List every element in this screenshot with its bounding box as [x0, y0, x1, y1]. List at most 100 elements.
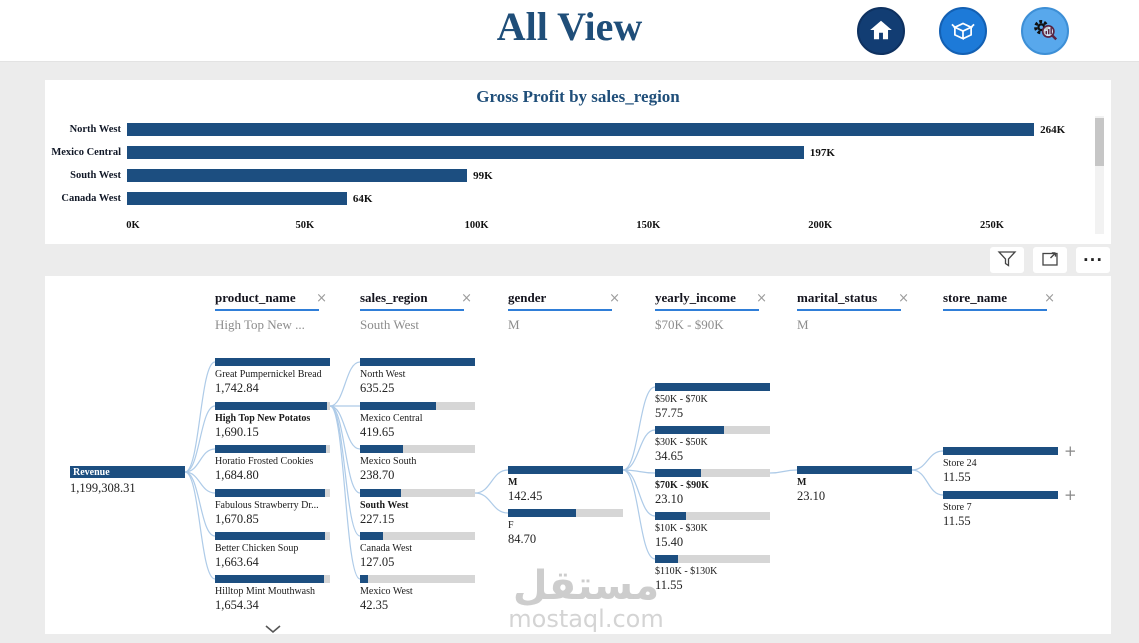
tree-field-header-gender: gender × M [508, 290, 620, 333]
tree-field-label: store_name [943, 290, 1008, 305]
node-bar [360, 445, 475, 453]
node-value: 635.25 [360, 381, 395, 395]
expand-node-icon[interactable]: + [1064, 486, 1077, 504]
node-bar [943, 491, 1058, 499]
node-label: Hilltop Mint Mouthwash [215, 586, 316, 597]
close-field-icon[interactable]: × [461, 290, 472, 306]
watermark-arabic: مستقل [512, 563, 660, 609]
chart-bar[interactable] [127, 169, 468, 182]
node-bar [360, 575, 475, 583]
node-value: 11.55 [943, 470, 971, 484]
node-bar [943, 447, 1058, 455]
tree-node[interactable]: Store 24 11.55 + [943, 442, 1077, 485]
close-field-icon[interactable]: × [609, 290, 620, 306]
x-axis-tick: 50K [295, 220, 315, 231]
tree-node[interactable]: South West 227.15 [360, 489, 475, 527]
tree-node[interactable]: Horatio Frosted Cookies 1,684.80 [215, 445, 330, 483]
more-options-icon: ··· [1082, 251, 1104, 269]
tree-node[interactable]: M 142.45 [508, 466, 623, 504]
chart-category-label: South West [70, 170, 121, 181]
chart-bar[interactable] [127, 146, 804, 159]
node-bar [360, 489, 475, 497]
show-more-chevron[interactable] [263, 622, 283, 634]
chart-value-label: 197K [809, 146, 835, 159]
tree-root-node[interactable]: Revenue 1,199,308.31 [70, 466, 185, 496]
chart-bar[interactable] [127, 192, 347, 205]
node-bar [360, 358, 475, 366]
chart-plot-area: North West 264K Mexico Central 197K South We… [45, 118, 1111, 210]
tree-node[interactable]: North West 635.25 [360, 358, 475, 396]
node-label: North West [360, 369, 406, 380]
close-field-icon[interactable]: × [898, 290, 909, 306]
tree-field-header-yearly_income: yearly_income × $70K - $90K [655, 290, 767, 333]
tree-node[interactable]: M 23.10 [797, 466, 912, 504]
tree-node[interactable]: Better Chicken Soup 1,663.64 [215, 532, 330, 570]
tree-node[interactable]: $10K - $30K 15.40 [655, 512, 770, 550]
tree-node[interactable]: Hilltop Mint Mouthwash 1,654.34 [215, 575, 330, 613]
tree-node[interactable]: Great Pumpernickel Bread 1,742.84 [215, 358, 330, 396]
tree-field-selected-value: South West [360, 317, 420, 332]
chart-x-axis: 0K 50K 100K 150K 200K 250K [45, 220, 1111, 234]
node-bar [508, 509, 623, 517]
close-field-icon[interactable]: × [1044, 290, 1055, 306]
tree-node[interactable]: High Top New Potatos 1,690.15 [215, 402, 330, 440]
tree-node[interactable]: Canada West 127.05 [360, 532, 475, 570]
node-value: 34.65 [655, 449, 684, 463]
close-field-icon[interactable]: × [756, 290, 767, 306]
tree-node[interactable]: $70K - $90K 23.10 [655, 469, 770, 507]
analytics-button[interactable] [1021, 7, 1069, 55]
tree-node[interactable]: F 84.70 [508, 509, 623, 547]
node-bar [655, 469, 770, 477]
tree-node[interactable]: $50K - $70K 57.75 [655, 383, 770, 421]
field-underline [508, 309, 612, 311]
node-label: Fabulous Strawberry Dr... [215, 500, 319, 511]
tree-node[interactable]: $110K - $130K 11.55 [655, 555, 770, 593]
node-bar [215, 445, 330, 453]
tree-node[interactable]: Fabulous Strawberry Dr... 1,670.85 [215, 489, 330, 527]
page-title: All View [496, 4, 643, 49]
scrollbar-thumb[interactable] [1095, 118, 1104, 166]
chart-category-label: Mexico Central [51, 147, 121, 158]
node-value: 142.45 [508, 489, 543, 503]
header-nav-icons [857, 2, 1069, 60]
node-bar [797, 466, 912, 474]
chart-bar[interactable] [127, 123, 1035, 136]
field-underline [655, 309, 759, 311]
x-axis-tick: 200K [808, 220, 833, 231]
node-value: 419.65 [360, 425, 395, 439]
tree-node[interactable]: Store 7 11.55 + [943, 486, 1077, 529]
tree-field-label: marital_status [797, 290, 878, 305]
node-value: 84.70 [508, 532, 537, 546]
home-icon [868, 17, 894, 46]
x-axis-tick: 250K [980, 220, 1004, 231]
focus-mode-button[interactable] [1033, 247, 1067, 273]
tree-node[interactable]: $30K - $50K 34.65 [655, 426, 770, 464]
node-label: Better Chicken Soup [215, 543, 299, 554]
node-label: $30K - $50K [655, 437, 708, 448]
tree-node[interactable]: Mexico Central 419.65 [360, 402, 475, 440]
tree-node[interactable]: Mexico South 238.70 [360, 445, 475, 483]
watermark-latin: mostaql.com [508, 605, 664, 633]
node-bar [215, 358, 330, 366]
node-value: 238.70 [360, 468, 395, 482]
x-axis-tick: 150K [636, 220, 661, 231]
field-underline [943, 309, 1047, 311]
chart-scrollbar[interactable] [1095, 116, 1104, 234]
filter-button[interactable] [990, 247, 1024, 273]
node-label: South West [360, 500, 409, 511]
expand-node-icon[interactable]: + [1064, 442, 1077, 460]
chart-value-label: 264K [1040, 123, 1066, 136]
gear-search-icon [1031, 16, 1059, 47]
more-options-button[interactable]: ··· [1076, 247, 1110, 273]
node-bar [360, 532, 475, 540]
tree-node[interactable]: Mexico West 42.35 [360, 575, 475, 613]
field-underline [360, 309, 464, 311]
root-value: 1,199,308.31 [70, 481, 136, 495]
package-button[interactable] [939, 7, 987, 55]
node-bar [215, 532, 330, 540]
app-header: All View [0, 0, 1139, 62]
close-field-icon[interactable]: × [316, 290, 327, 306]
home-button[interactable] [857, 7, 905, 55]
node-bar [655, 426, 770, 434]
node-bar [360, 402, 475, 410]
